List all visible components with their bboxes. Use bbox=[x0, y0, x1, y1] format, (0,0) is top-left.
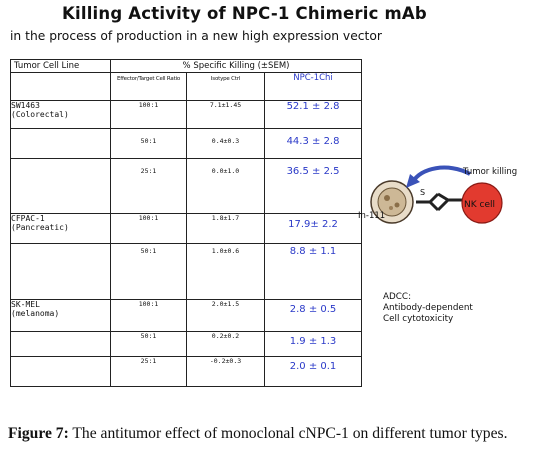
npc-value-cell: 2.8 ± 0.5 bbox=[263, 299, 363, 332]
table-row: 50:1 0.2±0.2 1.9 ± 1.3 bbox=[10, 331, 363, 357]
table-row: 50:1 1.0±0.6 8.8 ± 1.1 bbox=[10, 243, 363, 300]
adcc-title: ADCC: bbox=[383, 292, 412, 302]
ratio-cell: 25:1 bbox=[110, 356, 187, 387]
table-row: 25:1 0.0±1.0 36.5 ± 2.5 bbox=[10, 158, 363, 214]
isotype-cell: 7.1±1.45 bbox=[186, 100, 265, 129]
nk-cell-label: NK cell bbox=[464, 200, 495, 210]
empty-line-cell bbox=[10, 158, 111, 214]
empty-line-cell bbox=[10, 243, 111, 300]
adcc-line-3: Cell cytotoxicity bbox=[383, 314, 454, 324]
header-isotype-ctrl: Isotype Ctrl bbox=[186, 72, 265, 101]
ratio-cell: 50:1 bbox=[110, 243, 187, 300]
tumor-line-name: SK-MEL bbox=[11, 300, 40, 309]
isotype-cell: 0.0±1.0 bbox=[186, 158, 265, 214]
isotype-cell: -0.2±0.3 bbox=[186, 356, 265, 387]
table-row: SK-MEL (melanoma) 100:1 2.0±1.5 2.8 ± 0.… bbox=[10, 299, 363, 332]
antibody-icon bbox=[416, 192, 462, 212]
ratio-cell: 25:1 bbox=[110, 158, 187, 214]
header-effector-target-ratio: Effector/Target Cell Ratio bbox=[110, 72, 187, 101]
npc-value-cell: 52.1 ± 2.8 bbox=[263, 100, 363, 129]
table-row: SW1463 (Colorectal) 100:1 7.1±1.45 52.1 … bbox=[10, 100, 363, 129]
isotype-cell: 0.2±0.2 bbox=[186, 331, 265, 357]
adcc-diagram: Tumor killing S In-111 NK cell bbox=[358, 165, 517, 224]
tumor-line-type: (Colorectal) bbox=[11, 110, 69, 119]
tumor-cell-line-cell: SW1463 (Colorectal) bbox=[10, 100, 111, 129]
isotype-cell: 1.8±1.7 bbox=[186, 213, 265, 244]
adcc-line-2: Antibody-dependent bbox=[383, 303, 473, 313]
adcc-legend: ADCC: Antibody-dependent Cell cytotoxici… bbox=[383, 292, 473, 325]
table-row: CFPAC-1 (Pancreatic) 100:1 1.8±1.7 17.9±… bbox=[10, 213, 363, 244]
killing-arrow bbox=[411, 165, 471, 184]
nk-cell bbox=[461, 182, 503, 224]
ratio-cell: 100:1 bbox=[110, 213, 187, 244]
ratio-cell: 50:1 bbox=[110, 331, 187, 357]
in111-label: In-111 bbox=[358, 211, 385, 221]
antibody-s-label: S bbox=[420, 188, 425, 197]
isotype-cell: 1.0±0.6 bbox=[186, 243, 265, 300]
npc-value-cell: 2.0 ± 0.1 bbox=[263, 356, 363, 387]
empty-line-cell bbox=[10, 128, 111, 159]
npc-value-cell: 44.3 ± 2.8 bbox=[263, 128, 363, 159]
ratio-cell: 100:1 bbox=[110, 100, 187, 129]
figure-caption: Figure 7: The antitumor effect of monocl… bbox=[8, 424, 534, 444]
npc-value-cell: 1.9 ± 1.3 bbox=[263, 331, 363, 357]
isotype-cell: 0.4±0.3 bbox=[186, 128, 265, 159]
tumor-cell-line-cell: SK-MEL (melanoma) bbox=[10, 299, 111, 332]
tumor-line-type: (Pancreatic) bbox=[11, 223, 69, 232]
tumor-cell-line-cell: CFPAC-1 (Pancreatic) bbox=[10, 213, 111, 244]
npc-value-cell: 17.9± 2.2 bbox=[263, 213, 363, 244]
header-specific-killing: % Specific Killing (±SEM) bbox=[109, 59, 363, 73]
npc-value-cell: 36.5 ± 2.5 bbox=[263, 158, 363, 214]
caption-text: The antitumor effect of monoclonal cNPC-… bbox=[68, 425, 508, 442]
header-tumor-cell-line: Tumor Cell Line bbox=[10, 59, 111, 73]
isotype-cell: 2.0±1.5 bbox=[186, 299, 265, 332]
table-row: 50:1 0.4±0.3 44.3 ± 2.8 bbox=[10, 128, 363, 159]
tumor-line-name: SW1463 bbox=[11, 101, 40, 110]
ratio-cell: 100:1 bbox=[110, 299, 187, 332]
empty-line-cell bbox=[10, 356, 111, 387]
header-npc-1chi: NPC-1Chi bbox=[263, 72, 363, 101]
figure-title: Killing Activity of NPC-1 Chimeric mAb bbox=[62, 4, 427, 23]
ratio-cell: 50:1 bbox=[110, 128, 187, 159]
empty-line-cell bbox=[10, 331, 111, 357]
caption-label: Figure 7: bbox=[8, 425, 69, 442]
table-row: 25:1 -0.2±0.3 2.0 ± 0.1 bbox=[10, 356, 363, 387]
figure-subtitle: in the process of production in a new hi… bbox=[10, 29, 382, 43]
tumor-line-type: (melanoma) bbox=[11, 309, 60, 318]
killing-table: Tumor Cell Line % Specific Killing (±SEM… bbox=[10, 59, 363, 387]
npc-value-cell: 8.8 ± 1.1 bbox=[263, 243, 363, 300]
tumor-killing-label: Tumor killing bbox=[462, 167, 517, 177]
tumor-line-name: CFPAC-1 bbox=[11, 214, 45, 223]
header-empty-cell bbox=[10, 72, 111, 101]
